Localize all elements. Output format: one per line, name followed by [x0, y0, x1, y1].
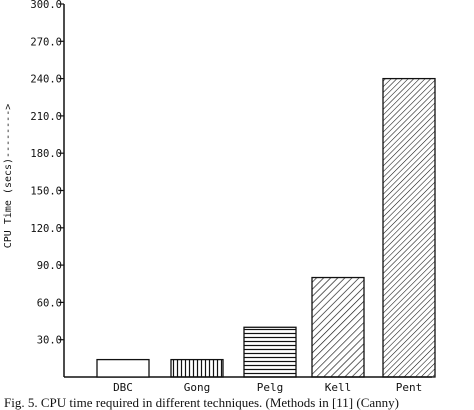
y-tick-label: 90.0 [37, 260, 62, 272]
y-tick-group: 30.0 60.0 90.0 120.0 150.0 180.0 210.0 240.0 270… [30, 0, 64, 347]
bar-group [96, 77, 436, 378]
bar-dbc [96, 358, 150, 378]
bar-pent [382, 77, 436, 378]
y-tick-label: 150.0 [30, 186, 62, 198]
x-label-group: DBC Gong Pelg Kell Pent [113, 381, 422, 394]
figure-caption: Fig. 5. CPU time required in different t… [4, 395, 399, 410]
bar-gong [170, 358, 224, 378]
y-tick-label: 120.0 [30, 223, 62, 235]
bar-pelg [243, 326, 297, 378]
x-tick-label: Kell [325, 381, 352, 394]
y-tick-label: 180.0 [30, 148, 62, 160]
y-tick-label: 270.0 [30, 36, 62, 48]
bar-kell [311, 276, 365, 378]
y-tick-label: 300.0 [30, 0, 62, 11]
y-tick-label: 210.0 [30, 111, 62, 123]
y-tick-label: 60.0 [37, 297, 62, 309]
y-tick-label: 240.0 [30, 74, 62, 86]
y-tick-label: 30.0 [37, 335, 62, 347]
x-tick-label: Pent [396, 381, 423, 394]
x-tick-label: Gong [184, 381, 211, 394]
y-axis-label: CPU Time (secs)--------> [3, 104, 14, 249]
x-tick-label: DBC [113, 381, 133, 394]
x-tick-label: Pelg [257, 381, 284, 394]
